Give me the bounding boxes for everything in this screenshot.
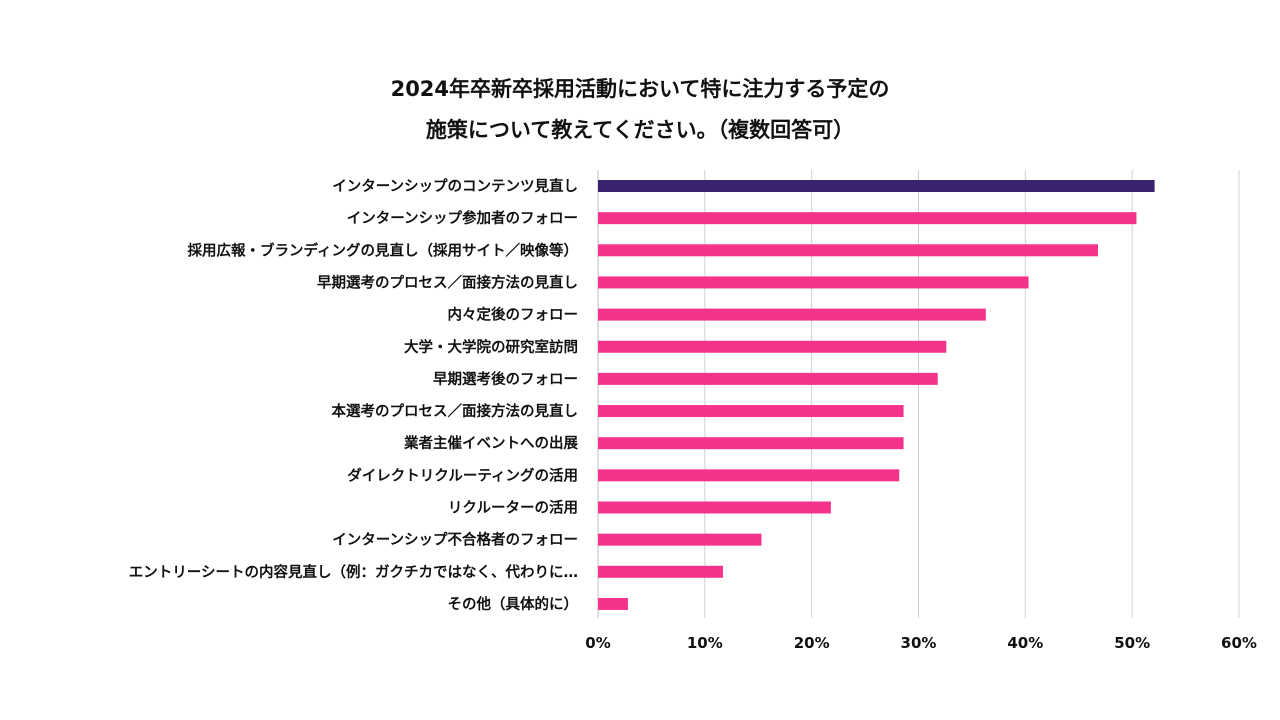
x-tick-label-50: 50% <box>1114 634 1150 652</box>
bar-13 <box>598 565 723 578</box>
gridlines <box>597 170 1240 618</box>
x-axis-ticks: 0% 10% 20% 30% 40% 50% 60% <box>585 634 1257 652</box>
category-label-1: インターンシップのコンテンツ見直し <box>332 177 578 195</box>
bar-2 <box>598 212 1137 225</box>
bar-1 <box>598 180 1155 192</box>
category-label-14: その他（具体的に） <box>448 595 579 613</box>
bar-11 <box>598 501 831 514</box>
x-tick-label-40: 40% <box>1007 634 1043 652</box>
bar-10 <box>598 469 900 482</box>
bar-6 <box>598 340 947 353</box>
category-label-5: 内々定後のフォロー <box>448 306 579 324</box>
category-label-11: リクルーターの活用 <box>448 499 578 517</box>
bar-7 <box>598 372 938 385</box>
bar-9 <box>598 437 904 450</box>
bar-12 <box>598 533 762 546</box>
category-label-3: 採用広報・ブランディングの見直し（採用サイト／映像等） <box>188 241 578 259</box>
x-tick-label-20: 20% <box>794 634 830 652</box>
bar-3 <box>598 244 1098 257</box>
x-tick-label-60: 60% <box>1221 634 1257 652</box>
bar-14 <box>598 597 628 610</box>
chart-title: 2024年卒新卒採用活動において特に注力する予定の 施策について教えてください。… <box>391 77 890 142</box>
bar-4 <box>598 276 1029 289</box>
category-label-6: 大学・大学院の研究室訪問 <box>404 338 578 356</box>
category-label-4: 早期選考のプロセス／面接方法の見直し <box>317 273 578 291</box>
x-tick-label-30: 30% <box>901 634 937 652</box>
category-label-12: インターンシップ不合格者のフォロー <box>332 531 578 549</box>
category-label-8: 本選考のプロセス／面接方法の見直し <box>332 402 579 420</box>
category-label-10: ダイレクトリクルーティングの活用 <box>347 466 578 484</box>
bar-5 <box>598 308 986 321</box>
bars <box>598 180 1155 610</box>
category-label-9: 業者主催イベントへの出展 <box>403 434 578 452</box>
category-label-13: エントリーシートの内容見直し（例：ガクチカではなく、代わりに… <box>129 563 578 581</box>
x-tick-label-0: 0% <box>585 634 610 652</box>
bar-8 <box>598 405 904 418</box>
category-label-7: 早期選考後のフォロー <box>433 370 578 388</box>
chart-title-line-2: 施策について教えてください。（複数回答可） <box>426 118 854 142</box>
x-tick-label-10: 10% <box>687 634 723 652</box>
category-label-2: インターンシップ参加者のフォロー <box>347 209 578 227</box>
category-labels: インターンシップのコンテンツ見直しインターンシップ参加者のフォロー採用広報・ブラ… <box>129 177 579 613</box>
chart-title-line-1: 2024年卒新卒採用活動において特に注力する予定の <box>391 77 890 101</box>
